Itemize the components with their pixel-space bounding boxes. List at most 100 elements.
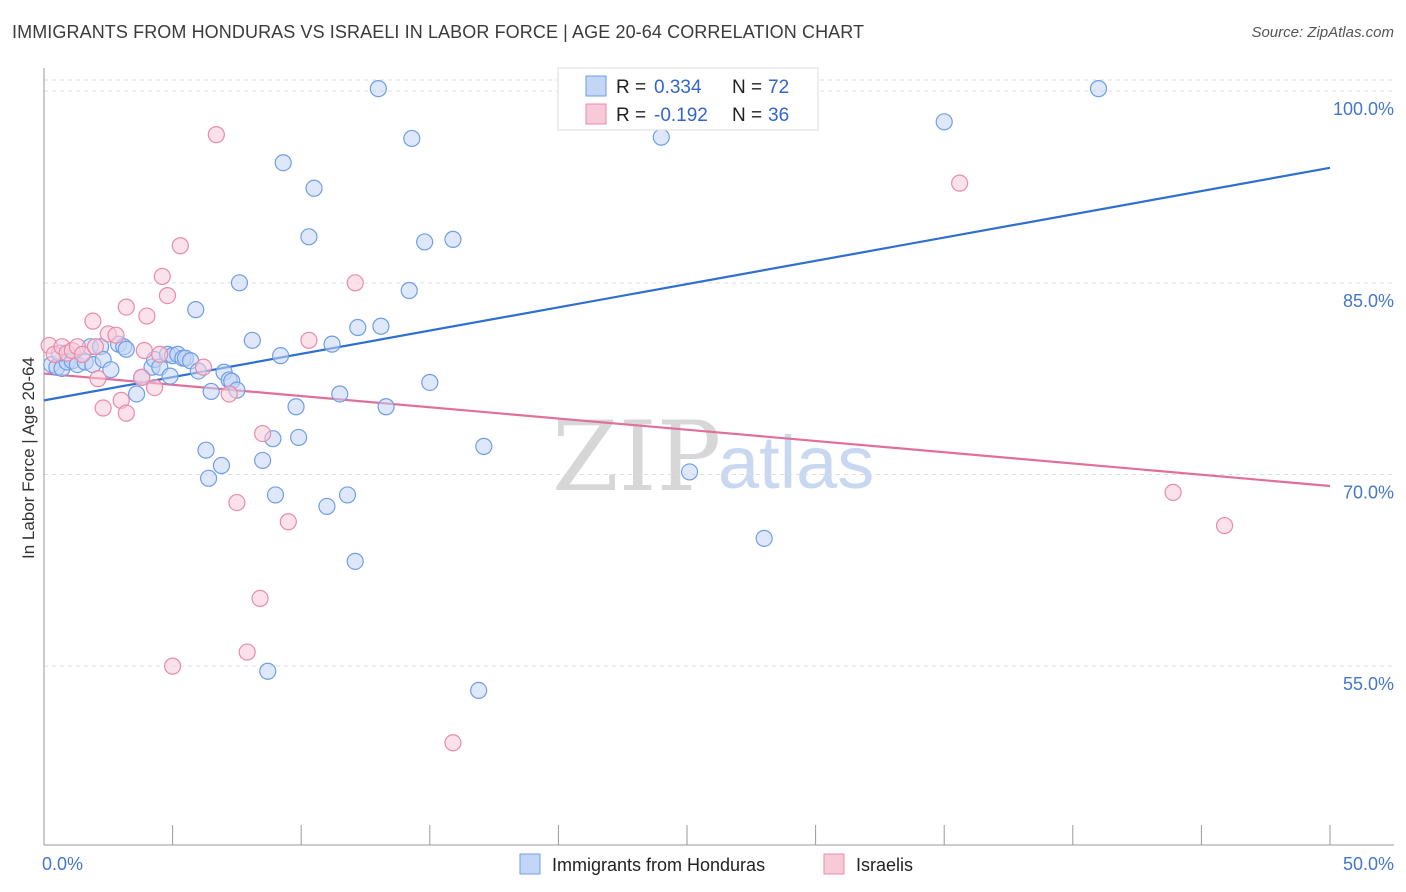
data-point-honduras [259, 662, 277, 680]
data-point-honduras [338, 486, 357, 504]
data-point-israelis [207, 126, 225, 144]
y-tick-label: 100.0% [1333, 99, 1394, 119]
legend-r-value-israelis: -0.192 [654, 105, 708, 126]
data-point-honduras [300, 228, 318, 246]
data-point-honduras [680, 463, 699, 481]
chart-title: IMMIGRANTS FROM HONDURAS VS ISRAELI IN L… [12, 22, 865, 42]
data-point-israelis [89, 370, 107, 388]
data-point-honduras [230, 274, 249, 292]
axes: 55.0% 70.0% 85.0% 100.0% [43, 68, 1394, 846]
x-tick-label-min: 0.0% [42, 854, 83, 874]
data-point-israelis [117, 404, 135, 422]
legend-r-label-honduras: R = [616, 77, 646, 98]
data-point-israelis [84, 312, 102, 330]
gridlines [44, 79, 1394, 667]
data-point-israelis [164, 657, 182, 675]
data-point-honduras [318, 497, 336, 516]
data-point-honduras [272, 347, 290, 365]
data-point-honduras [102, 361, 120, 379]
data-point-honduras [377, 398, 395, 416]
data-point-honduras [212, 456, 231, 475]
data-point-honduras [652, 128, 670, 146]
data-point-honduras [470, 681, 488, 700]
trend-line-israelis [43, 372, 1331, 488]
data-point-honduras [421, 373, 439, 392]
y-axis-title: In Labor Force | Age 20-64 [19, 357, 38, 559]
data-point-israelis [145, 378, 164, 397]
source-credit: Source: ZipAtlas.com [1251, 24, 1394, 41]
data-point-honduras [372, 317, 390, 335]
data-point-honduras [323, 335, 341, 353]
data-point-honduras [369, 80, 387, 98]
data-point-israelis [346, 274, 364, 292]
legend: R = 0.334 N = 72 R = -0.192 N = 36 [557, 67, 819, 131]
data-point-honduras [444, 230, 462, 248]
data-point-honduras [187, 301, 205, 319]
data-point-israelis [133, 368, 151, 386]
data-point-honduras [755, 529, 773, 547]
data-point-honduras [349, 318, 367, 337]
data-point-honduras [161, 367, 179, 385]
data-point-honduras [290, 428, 308, 447]
x-tick-label-max: 50.0% [1343, 854, 1394, 874]
legend-n-label-honduras: N = [732, 77, 762, 98]
data-point-israelis [1164, 483, 1182, 501]
y-tick-label: 70.0% [1343, 482, 1394, 502]
data-point-israelis [194, 358, 213, 376]
data-point-israelis [107, 326, 125, 344]
data-point-honduras [475, 437, 493, 455]
data-point-honduras [403, 129, 421, 148]
data-point-israelis [73, 345, 92, 363]
data-point-israelis [135, 341, 153, 360]
y-tick-label: 55.0% [1343, 674, 1394, 694]
data-point-honduras [416, 233, 434, 251]
data-point-israelis [158, 286, 177, 305]
data-point-israelis [86, 338, 105, 356]
data-point-israelis [153, 267, 171, 286]
bottom-legend: Immigrants from Honduras Israelis [519, 853, 913, 875]
data-point-israelis [254, 424, 272, 443]
watermark-zip: ZIP [552, 401, 721, 513]
data-point-israelis [444, 734, 462, 752]
data-point-israelis [1215, 516, 1234, 535]
data-point-israelis [251, 589, 269, 608]
data-point-israelis [300, 331, 318, 349]
data-point-honduras [117, 340, 135, 358]
data-point-honduras [1089, 80, 1108, 98]
data-point-honduras [346, 552, 364, 570]
data-point-honduras [305, 179, 323, 197]
legend-n-value-israelis: 36 [768, 105, 789, 126]
data-point-israelis [228, 493, 246, 512]
legend-n-value-honduras: 72 [768, 77, 789, 98]
data-point-honduras [274, 154, 292, 172]
legend-n-label-israelis: N = [732, 105, 762, 126]
data-points [40, 80, 1234, 752]
data-point-israelis [951, 174, 969, 192]
data-point-honduras [935, 113, 953, 131]
data-point-honduras [197, 441, 215, 459]
data-point-honduras [202, 382, 220, 401]
data-point-israelis [279, 513, 297, 531]
data-point-honduras [127, 385, 146, 403]
data-point-honduras [254, 451, 272, 470]
data-point-honduras [243, 331, 261, 349]
data-point-israelis [138, 307, 156, 325]
bottom-legend-swatch-honduras [519, 853, 541, 875]
data-point-israelis [94, 399, 112, 417]
data-point-israelis [117, 298, 135, 316]
bottom-legend-label-israelis: Israelis [856, 855, 913, 875]
legend-swatch-honduras [585, 75, 607, 97]
trend-lines [43, 166, 1331, 488]
data-point-israelis [220, 385, 238, 403]
data-point-israelis [171, 237, 189, 255]
legend-r-value-honduras: 0.334 [654, 77, 702, 98]
data-point-honduras [287, 398, 305, 416]
trend-line-honduras [43, 166, 1331, 402]
data-point-honduras [400, 281, 418, 300]
legend-swatch-israelis [585, 103, 607, 125]
data-point-israelis [238, 643, 256, 661]
legend-r-label-israelis: R = [616, 105, 646, 126]
data-point-israelis [151, 345, 169, 363]
y-tick-label: 85.0% [1343, 291, 1394, 311]
